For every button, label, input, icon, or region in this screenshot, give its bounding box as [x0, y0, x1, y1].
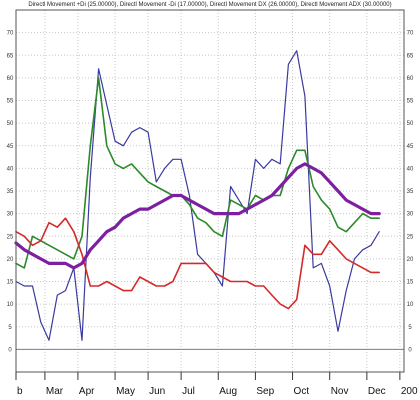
- y-tick-label-right: 20: [407, 257, 414, 263]
- y-tick-label-right: 70: [407, 31, 414, 37]
- y-tick-label: 40: [7, 166, 14, 172]
- y-tick-label: 45: [7, 144, 14, 150]
- x-tick-label: Aug: [219, 386, 237, 397]
- y-tick-label: 5: [8, 325, 12, 331]
- y-tick-label: 35: [7, 189, 14, 195]
- y-tick-label-right: 50: [407, 121, 414, 127]
- y-tick-label-right: 0: [408, 347, 412, 353]
- y-tick-label-right: 30: [407, 212, 414, 218]
- y-tick-label-right: 15: [407, 280, 414, 286]
- y-tick-label-right: 10: [407, 302, 414, 308]
- y-tick-label-right: 45: [407, 144, 414, 150]
- y-tick-label: 60: [7, 76, 14, 82]
- y-tick-label-right: 55: [407, 99, 414, 105]
- x-tick-label: Mar: [46, 386, 64, 397]
- chart-title: Directl Movement +Di (25.00000), Directl…: [28, 2, 391, 8]
- y-tick-label: 50: [7, 121, 14, 127]
- y-tick-label: 25: [7, 234, 14, 240]
- y-tick-label-right: 40: [407, 166, 414, 172]
- y-tick-label: 55: [7, 99, 14, 105]
- x-tick-label: May: [116, 386, 135, 397]
- x-tick-label: Sep: [256, 386, 274, 397]
- y-tick-label-right: 25: [407, 234, 414, 240]
- y-tick-label: 65: [7, 53, 14, 59]
- series-line-2: [15, 77, 381, 269]
- x-tick-label: Oct: [294, 386, 310, 397]
- series-line-4: [14, 162, 381, 270]
- y-tick-label-right: 60: [407, 76, 414, 82]
- plot-frame: [15, 9, 405, 373]
- y-tick-label: 30: [7, 212, 14, 218]
- x-tick-label: b: [17, 386, 23, 397]
- x-axis-ticks: b Mar Apr May Jun Jul Aug Sep Oct Nov Dec 200: [15, 372, 418, 397]
- x-tick-label: 200: [401, 386, 418, 397]
- series-lines: [14, 50, 381, 341]
- x-tick-label: Nov: [331, 386, 349, 397]
- grid: [15, 10, 404, 372]
- y-tick-label: 70: [7, 31, 14, 37]
- x-tick-label: Dec: [368, 386, 386, 397]
- y-tick-label: 10: [7, 302, 14, 308]
- y-tick-label-right: 35: [407, 189, 414, 195]
- x-tick-label: Apr: [79, 386, 95, 397]
- x-tick-label: Jul: [182, 386, 195, 397]
- y-tick-label: 0: [8, 347, 12, 353]
- y-tick-label: 15: [7, 280, 14, 286]
- series-line-3: [15, 217, 381, 310]
- y-tick-label-right: 5: [408, 325, 412, 331]
- y-tick-label-right: 65: [407, 53, 414, 59]
- x-tick-label: Jun: [149, 386, 165, 397]
- y-tick-label: 20: [7, 257, 14, 263]
- series-line-1: [15, 50, 380, 341]
